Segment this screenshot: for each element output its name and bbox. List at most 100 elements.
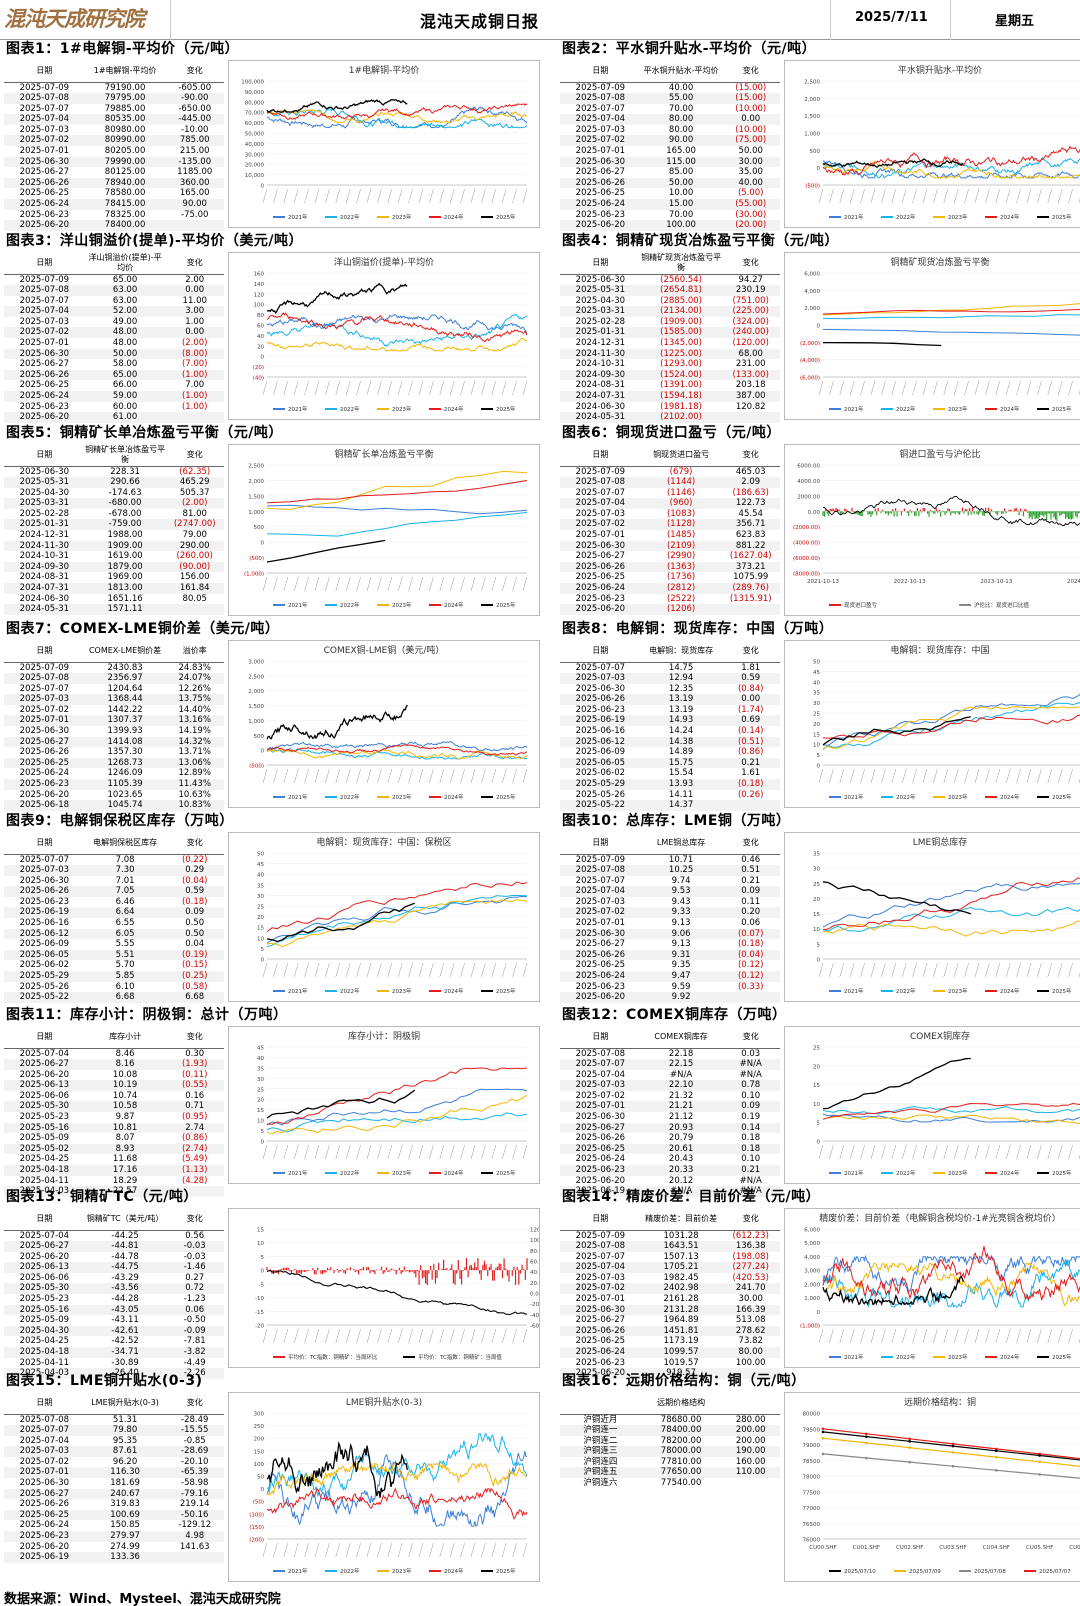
y-tick-label: 1,500	[804, 114, 820, 120]
table-cell: 68.00	[721, 348, 780, 360]
table-cell: 110.00	[721, 1467, 780, 1479]
table-cell: 2024-08-31	[19, 572, 70, 583]
tc-change-bar	[462, 1270, 464, 1271]
import-profit-bar	[844, 508, 846, 512]
table-cell: 2025-06-16	[19, 918, 70, 929]
table-cell: 1099.57	[640, 1347, 722, 1358]
table-row: 2025-06-25 (1736) 1075.99	[560, 572, 780, 583]
y-tick-label: -10	[255, 1296, 264, 1302]
table-cell: 0.30	[185, 1048, 205, 1059]
table-cell: (1.00)	[165, 369, 224, 381]
table-header: 日期	[4, 252, 85, 275]
import-profit-bar	[921, 511, 923, 513]
table-cell: 80.05	[182, 593, 207, 604]
y-tick-label: 15	[813, 732, 820, 738]
table-cell: 55.00	[640, 93, 722, 104]
tc-change-bar	[420, 1265, 422, 1271]
table-cell: 13.19	[668, 704, 694, 715]
table-row: 2025-04-30 (2885.00) (751.00)	[560, 296, 780, 307]
series-line-2021	[266, 895, 528, 944]
table-cell: 100.69	[84, 1509, 166, 1521]
legend-label: 2025年	[496, 213, 516, 221]
import-profit-bar	[1014, 508, 1016, 512]
table-cell: 10.58	[84, 1101, 166, 1113]
table-cell: (8.00)	[165, 348, 224, 360]
table-cell: 78325.00	[104, 209, 146, 220]
tc-change-bar	[400, 1270, 402, 1274]
table-cell: 14.75	[668, 662, 694, 673]
table-row: 2025-06-12 6.05 0.50	[4, 928, 224, 940]
table-row: 2025-06-19 6.64 0.09	[4, 907, 224, 919]
table-row: 2025-05-26 14.11 (0.26)	[560, 790, 780, 801]
series-line-2024	[266, 1067, 528, 1125]
table-header: 远期价格结构	[640, 1392, 722, 1415]
table-row: 沪铜近月 78680.00 280.00	[560, 1414, 780, 1425]
table-header: 溢价率	[165, 640, 224, 663]
tc-change-bar	[320, 1270, 322, 1274]
table-cell: 2025-07-08	[575, 1048, 626, 1059]
series-line-2025	[266, 99, 408, 113]
table-cell: (15.00)	[721, 93, 780, 104]
table-row: 2024-08-31 (1391.00) 203.18	[560, 380, 780, 391]
tc-change-bar	[425, 1270, 427, 1284]
y-tick-label: 0	[817, 166, 821, 172]
table-cell: 356.71	[721, 519, 780, 531]
report-title: 混沌天成铜日报	[420, 12, 540, 31]
x-tick-label: CU00.SHF	[809, 1545, 836, 1551]
y-tick-label: 3,000	[248, 660, 264, 666]
table-cell: (20.00)	[721, 220, 780, 231]
table-cell: 2024-07-31	[4, 583, 85, 594]
table-cell: 77650.00	[640, 1467, 722, 1479]
legend-label: 2025年	[1052, 987, 1072, 995]
forward-curve-point	[908, 1460, 911, 1464]
table-cell: 80990.00	[84, 135, 166, 147]
x-axis-ticks	[262, 188, 528, 204]
table-cell: 2025-07-04	[19, 1048, 70, 1059]
table-header: 变化	[165, 444, 224, 467]
table-header: 1#电解铜-平均价	[84, 60, 166, 83]
legend-label: 2025年	[496, 601, 516, 609]
import-profit-bar	[970, 511, 972, 515]
table-cell: 2025-06-23	[19, 401, 70, 412]
table-header: 铜精矿TC（美元/吨）	[84, 1208, 166, 1231]
table-header: 日期	[560, 640, 641, 663]
table-cell: 2025-05-02	[4, 1143, 85, 1155]
y-tick-label: 4000.00	[797, 479, 820, 485]
table-cell: 3.00	[165, 306, 224, 317]
table-header: 变化	[721, 1026, 780, 1049]
tc-change-bar	[321, 1270, 324, 1275]
tc-change-bar	[470, 1265, 473, 1271]
table-header: 库存小计	[84, 1026, 166, 1049]
y-tick-label: 0	[817, 764, 821, 770]
table-cell: 1964.89	[663, 1315, 699, 1326]
table-cell: 2025-05-26	[575, 789, 626, 800]
table-cell: 2025-06-30	[560, 540, 641, 552]
table-row: 2025-06-23 20.33 0.21	[560, 1165, 780, 1176]
table-cell: 2025-04-25	[19, 1154, 70, 1165]
series-line-2022	[822, 314, 1080, 320]
import-profit-bar	[1041, 511, 1043, 516]
chart-title: LME铜总库存	[913, 836, 967, 848]
table-row: 2025-06-30 50.00 (8.00)	[4, 348, 224, 360]
x-tick-label: CU03.SHF	[939, 1545, 966, 1551]
table-header: 变化	[721, 444, 780, 467]
legend-label: 2021年	[288, 987, 308, 995]
table-cell: 2025-06-20	[560, 1368, 641, 1379]
import-profit-bar	[1005, 511, 1007, 514]
table-cell: -42.61	[84, 1325, 166, 1337]
table-row: 2025-07-03 80.00 (10.00)	[560, 125, 780, 136]
series-line-2022	[266, 894, 528, 948]
y-tick-label: 20	[257, 1098, 264, 1104]
table-row: 2025-07-04 9.53 0.09	[560, 886, 780, 897]
panel-title: 图表4：铜精矿现货冶炼盈亏平衡（元/吨）	[562, 233, 839, 249]
table-cell: 0.29	[165, 865, 224, 876]
table-cell: 1399.93	[107, 726, 143, 737]
table-row: 2025-06-23 279.97 4.98	[4, 1531, 224, 1542]
table-cell: (240.00)	[721, 327, 780, 339]
table-cell: 2025-06-27	[19, 167, 70, 178]
import-profit-bar	[892, 508, 894, 512]
table-row: 2025-06-20 -44.78 -0.03	[4, 1252, 224, 1263]
table-cell: -445.00	[165, 114, 224, 125]
table-row: 2025-07-04 (960) 122.73	[560, 498, 780, 509]
